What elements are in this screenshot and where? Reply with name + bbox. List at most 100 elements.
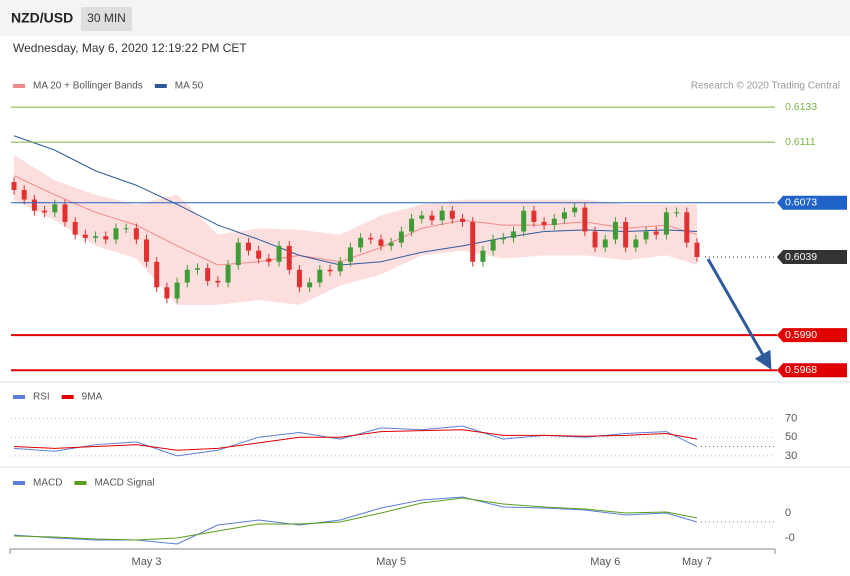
price-label: 0.5990: [785, 329, 817, 341]
candle-body: [103, 236, 109, 240]
candle-body: [31, 199, 37, 211]
y-tick-label: 0: [785, 507, 791, 519]
candle-body: [674, 212, 680, 214]
plot: 0.6133 0.6111 0.6073 0.6039 0.5990 0.5968 May …: [11, 81, 847, 568]
y-tick-label: 70: [785, 412, 797, 424]
x-tick-label: May 5: [376, 556, 406, 568]
header-bar: [0, 0, 850, 36]
candle-body: [11, 182, 17, 191]
legend-swatch: [74, 481, 87, 485]
legend-label: MA 20 + Bollinger Bands: [33, 81, 143, 92]
price-label: 0.5968: [785, 364, 817, 376]
candle-body: [215, 280, 221, 283]
candle-body: [194, 268, 200, 270]
candle-body: [419, 215, 425, 219]
candle-body: [470, 221, 476, 262]
candle-body: [235, 242, 241, 265]
candle-body: [592, 231, 598, 248]
candle-body: [42, 210, 48, 213]
legend-swatch: [13, 481, 25, 485]
candle-body: [409, 218, 415, 232]
candle-body: [480, 250, 486, 262]
price-label-box: [777, 328, 847, 343]
candle-body: [52, 204, 58, 213]
candle-body: [531, 210, 537, 222]
candle-body: [561, 212, 567, 219]
interval[interactable]: 30 MIN: [87, 11, 126, 25]
candle-body: [327, 269, 333, 272]
candle-body: [378, 239, 384, 246]
candle-body: [276, 245, 282, 262]
symbol: NZD/USD: [11, 10, 73, 26]
candle-body: [184, 269, 190, 283]
candle-body: [317, 269, 323, 283]
candle-body: [429, 215, 435, 221]
credit: Research © 2020 Trading Central: [691, 81, 840, 92]
candle-body: [144, 239, 150, 262]
price-label-box: [777, 249, 847, 264]
candle-body: [337, 261, 343, 272]
candle-body: [500, 237, 506, 240]
candle-body: [551, 218, 557, 226]
indicator-line: [13, 135, 698, 266]
candle-body: [307, 282, 313, 288]
legend-label: MACD Signal: [94, 478, 154, 489]
candle-body: [521, 210, 527, 232]
x-tick-label: May 3: [132, 556, 162, 568]
candle-body: [358, 237, 364, 248]
candle-body: [72, 221, 78, 235]
candle-body: [286, 245, 292, 270]
price-label-box: [777, 195, 847, 210]
candle-body: [245, 242, 251, 251]
candle-body: [256, 250, 262, 259]
indicator-line: [13, 497, 698, 541]
bollinger-band: [14, 154, 697, 305]
candle-body: [388, 242, 394, 246]
candle-body: [296, 269, 302, 288]
indicator-line: [13, 175, 698, 266]
y-tick-label: 30: [785, 450, 797, 462]
price-label: 0.6111: [785, 136, 816, 148]
forecast-arrow: [706, 258, 772, 370]
candle-body: [541, 221, 547, 226]
indicator-line: [13, 496, 698, 545]
candle-body: [133, 228, 139, 240]
price-label: 0.6073: [785, 197, 817, 209]
candle-body: [684, 212, 690, 243]
candle-body: [225, 264, 231, 283]
candle-body: [164, 287, 170, 299]
candle-body: [113, 228, 119, 240]
candle-body: [511, 231, 517, 238]
indicator-line: [13, 425, 698, 457]
candle-body: [21, 190, 27, 200]
timestamp: Wednesday, May 6, 2020 12:19:22 PM CET: [13, 41, 247, 55]
candle-body: [93, 236, 99, 238]
candle-body: [643, 231, 649, 240]
legend-swatch: [13, 84, 25, 88]
legend-swatch: [13, 395, 25, 399]
legend-label: MACD: [33, 478, 62, 489]
legend-swatch: [61, 395, 74, 399]
candle-body: [653, 231, 659, 235]
indicator-line: [13, 429, 698, 451]
candle-body: [612, 221, 618, 240]
candle-body: [82, 234, 88, 238]
candle-body: [154, 261, 160, 288]
price-label: 0.6133: [785, 101, 817, 113]
interval-button[interactable]: [81, 7, 132, 31]
candle-body: [347, 247, 353, 262]
legend-label: MA 50: [175, 81, 204, 92]
legend-label: 9MA: [82, 392, 103, 403]
candle-body: [623, 221, 629, 248]
y-tick-label: -0: [785, 532, 795, 544]
candle-body: [174, 282, 180, 299]
candle-body: [439, 210, 445, 221]
candle-body: [398, 231, 404, 243]
candle-body: [205, 268, 211, 281]
candle-body: [62, 204, 68, 222]
candle-body: [449, 210, 455, 219]
price-label-box: [777, 363, 847, 378]
candle-body: [490, 239, 496, 251]
x-tick-label: May 6: [590, 556, 620, 568]
